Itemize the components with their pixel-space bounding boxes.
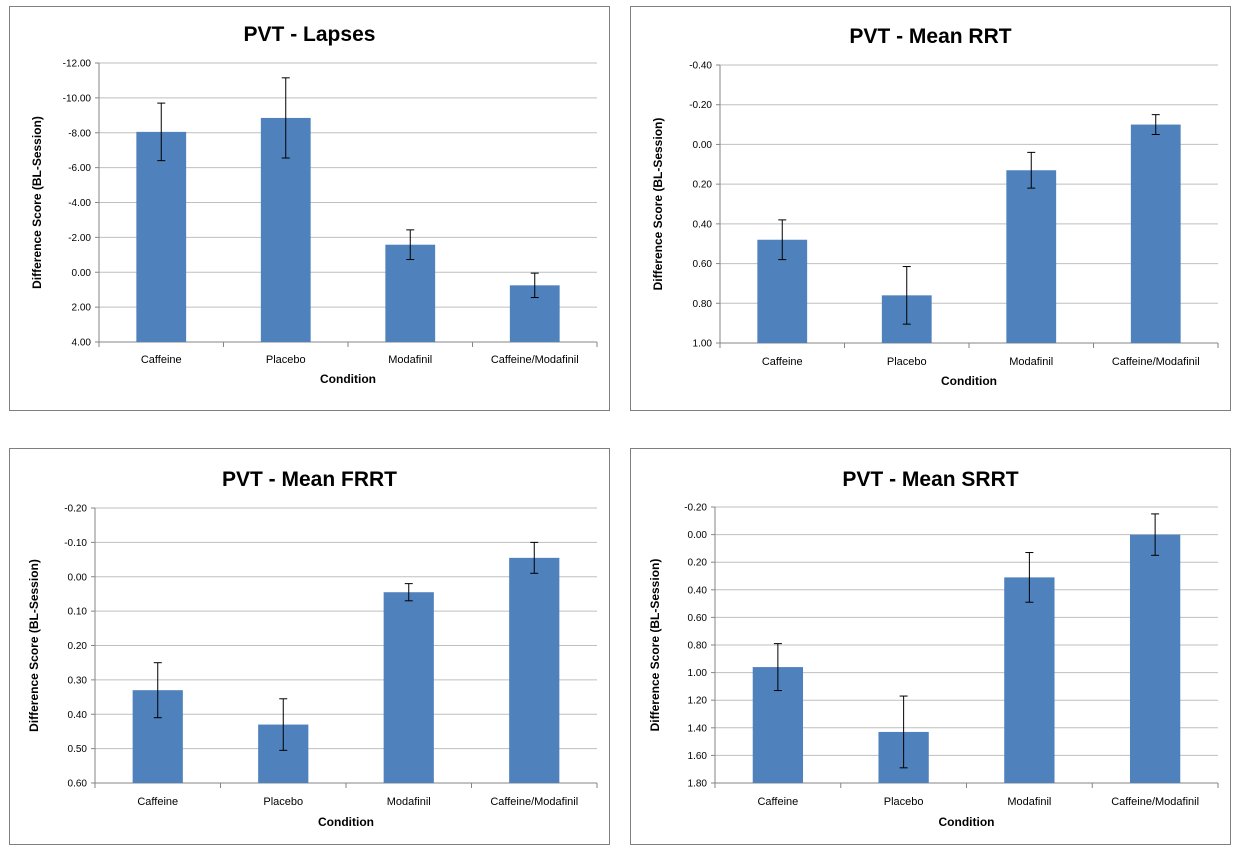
y-tick-label: 0.20 — [68, 641, 88, 652]
y-tick-label: -12.00 — [63, 59, 92, 70]
y-tick-label: 1.80 — [688, 779, 708, 790]
y-axis-title: Difference Score (BL-Session) — [27, 559, 41, 732]
y-tick-label: 0.10 — [68, 607, 88, 618]
x-tick-label: Caffeine — [141, 354, 182, 366]
y-tick-label: 0.80 — [693, 299, 713, 310]
chart-mean-rrt: PVT - Mean RRT -0.40 -0.20 0.00 0.20 0.40 0.60… — [651, 25, 1219, 388]
y-tick-label: 0.60 — [68, 779, 88, 790]
chart-panel-mean-rrt: PVT - Mean RRT -0.40 -0.20 0.00 0.20 0.40 0.60… — [630, 6, 1231, 411]
y-tick-label: 0.40 — [68, 710, 88, 721]
bar-caffeine — [136, 131, 187, 342]
chart-title: PVT - Mean SRRT — [842, 468, 1018, 491]
y-tick-label: -8.00 — [68, 128, 91, 139]
y-tick-label: 0.00 — [688, 530, 708, 541]
x-tick-label: Caffeine/Modafinil — [490, 796, 578, 808]
y-tick-label: -0.10 — [64, 538, 87, 549]
y-tick-label: 0.60 — [688, 613, 708, 624]
bar-caffeine-modafinil — [1130, 124, 1181, 343]
x-tick-label: Modafinil — [1009, 356, 1053, 368]
x-tick-label: Placebo — [887, 356, 927, 368]
chart-title: PVT - Mean FRRT — [222, 468, 397, 491]
y-tick-label: 0.00 — [68, 572, 88, 583]
y-tick-label: 0.80 — [688, 641, 708, 652]
bar-modafinil — [385, 244, 436, 342]
bar-caffeine-modafinil — [1129, 534, 1181, 783]
x-tick-label: Placebo — [263, 796, 303, 808]
x-axis-title: Condition — [320, 372, 376, 386]
x-tick-label: Caffeine/Modafinil — [1111, 796, 1199, 808]
chart-panel-mean-srrt: PVT - Mean SRRT -0.20 0.00 0.20 0.40 0.60 0.80… — [630, 448, 1231, 845]
y-tick-label: 0.00 — [72, 268, 92, 279]
x-axis-title: Condition — [318, 815, 374, 829]
y-tick-label: -2.00 — [68, 233, 91, 244]
chart-panel-mean-frrt: PVT - Mean FRRT -0.20 -0.10 0.00 0.10 0.20 0.3… — [9, 448, 610, 845]
x-tick-label: Modafinil — [1007, 796, 1051, 808]
y-tick-label: -0.40 — [689, 61, 712, 72]
y-tick-label: -4.00 — [68, 198, 91, 209]
x-tick-label: Caffeine/Modafinil — [491, 354, 579, 366]
bar-caffeine-modafinil — [509, 557, 560, 783]
x-tick-label: Modafinil — [387, 796, 431, 808]
x-tick-label: Placebo — [266, 354, 306, 366]
y-tick-label: 0.40 — [693, 219, 713, 230]
bar-modafinil — [1006, 170, 1057, 343]
chart-mean-srrt: PVT - Mean SRRT -0.20 0.00 0.20 0.40 0.60 0.80… — [648, 468, 1219, 829]
chart-mean-frrt: PVT - Mean FRRT -0.20 -0.10 0.00 0.10 0.20 0.3… — [27, 468, 598, 829]
y-tick-label: -6.00 — [68, 163, 91, 174]
x-axis-title: Condition — [939, 815, 995, 829]
x-axis-title: Condition — [941, 374, 997, 388]
chart-title: PVT - Lapses — [244, 23, 376, 46]
chart-title: PVT - Mean RRT — [849, 25, 1011, 48]
x-tick-label: Caffeine — [762, 356, 803, 368]
x-tick-label: Caffeine — [757, 796, 798, 808]
y-tick-label: 0.20 — [693, 180, 713, 191]
y-axis-title: Difference Score (BL-Session) — [648, 559, 662, 732]
y-tick-label: 1.40 — [688, 723, 708, 734]
x-tick-label: Caffeine/Modafinil — [1112, 356, 1200, 368]
x-tick-label: Placebo — [884, 796, 924, 808]
y-tick-label: 1.00 — [688, 668, 708, 679]
y-tick-label: -0.20 — [689, 100, 712, 111]
x-tick-label: Modafinil — [388, 354, 432, 366]
y-tick-label: 1.60 — [688, 751, 708, 762]
bar-modafinil — [383, 592, 434, 783]
y-tick-label: 4.00 — [72, 338, 92, 349]
y-tick-label: -0.20 — [684, 503, 707, 514]
y-tick-label: 0.00 — [693, 140, 713, 151]
y-tick-label: 0.50 — [68, 744, 88, 755]
chart-panel-lapses: PVT - Lapses -12.00 -10.00 -8.00 -6.00 -4.00 -… — [9, 6, 610, 411]
y-tick-label: 0.20 — [688, 558, 708, 569]
y-tick-label: -10.00 — [63, 93, 92, 104]
y-tick-label: 0.30 — [68, 675, 88, 686]
y-tick-label: 1.00 — [693, 339, 713, 350]
chart-lapses: PVT - Lapses -12.00 -10.00 -8.00 -6.00 -4.00 -… — [30, 23, 598, 386]
y-axis-title: Difference Score (BL-Session) — [30, 116, 44, 289]
y-tick-label: 2.00 — [72, 303, 92, 314]
x-tick-label: Caffeine — [137, 796, 178, 808]
y-axis-title: Difference Score (BL-Session) — [651, 118, 665, 291]
y-tick-label: 0.60 — [693, 259, 713, 270]
y-tick-label: 1.20 — [688, 696, 708, 707]
bar-modafinil — [1004, 577, 1055, 783]
y-tick-label: -0.20 — [64, 504, 87, 515]
y-tick-label: 0.40 — [688, 585, 708, 596]
